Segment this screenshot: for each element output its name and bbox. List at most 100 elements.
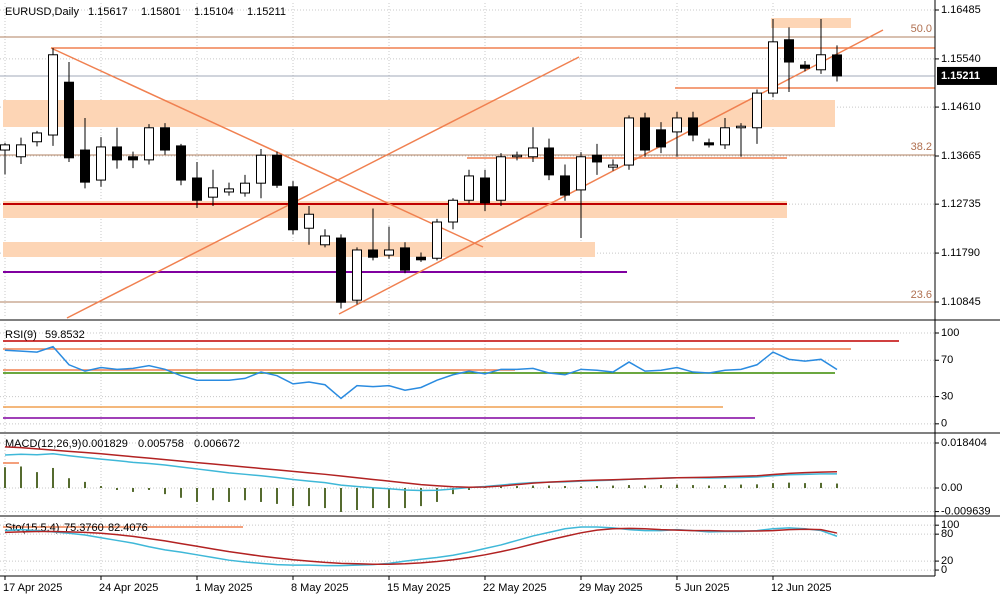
histogram-bar — [276, 488, 278, 504]
trend-line — [50, 47, 484, 248]
candle-body — [784, 39, 794, 63]
candle-body — [640, 117, 650, 151]
open-value: 1.15617 — [88, 6, 128, 18]
histogram-bar — [468, 488, 470, 490]
indicator-title: MACD(12,26,9) — [5, 438, 81, 450]
histogram-bar — [676, 484, 678, 489]
histogram-bar — [612, 485, 614, 489]
indicator-value: 59.8532 — [45, 329, 85, 341]
histogram-bar — [132, 488, 134, 492]
histogram-bar — [20, 466, 22, 489]
y-tick-label: 20 — [941, 555, 953, 567]
low-value: 1.15104 — [194, 6, 234, 18]
y-tick-label: -0.009639 — [941, 505, 991, 517]
y-tick-label: 0 — [941, 418, 947, 430]
histogram-bar — [356, 488, 358, 511]
histogram-bar — [628, 485, 630, 489]
candle-body — [752, 92, 762, 129]
candle-body — [768, 41, 778, 94]
candle-body — [32, 132, 42, 143]
y-tick-label: 1.10845 — [941, 296, 981, 308]
fib-label: 50.0 — [911, 23, 932, 35]
candle-body — [448, 199, 458, 223]
histogram-bar — [372, 488, 374, 509]
candle-body — [672, 117, 682, 133]
candle-body — [256, 154, 266, 184]
histogram-bar — [36, 472, 38, 489]
candle-body — [624, 117, 634, 166]
histogram-bar — [532, 485, 534, 489]
histogram-bar — [740, 484, 742, 489]
fib-label: 38.2 — [911, 141, 932, 153]
indicator-line — [4, 527, 838, 565]
fib-label: 23.6 — [911, 289, 932, 301]
histogram-bar — [788, 482, 790, 489]
histogram-bar — [580, 486, 582, 489]
histogram-bar — [260, 488, 262, 502]
histogram-bar — [564, 486, 566, 489]
y-tick-label: 70 — [941, 354, 953, 366]
histogram-bar — [644, 485, 646, 489]
histogram-bar — [84, 481, 86, 489]
candle-body — [144, 127, 154, 161]
y-tick-label: 1.14610 — [941, 101, 981, 113]
candle-body — [544, 147, 554, 176]
histogram-bar — [404, 488, 406, 509]
indicator-title: RSI(9) — [5, 329, 37, 341]
histogram-bar — [548, 485, 550, 489]
candle-body — [48, 54, 58, 136]
candle-body — [656, 129, 666, 148]
histogram-bar — [500, 486, 502, 489]
y-tick-label: 0 — [941, 564, 947, 576]
chart-title: EURUSD,Daily — [5, 6, 79, 18]
candle-body — [816, 54, 826, 71]
y-tick-label: 1.16485 — [941, 4, 981, 16]
histogram-bar — [420, 488, 422, 507]
zone — [3, 242, 595, 257]
histogram-bar — [68, 478, 70, 489]
histogram-bar — [324, 488, 326, 509]
histogram-bar — [100, 486, 102, 489]
candle-body — [176, 145, 186, 181]
candle-body — [528, 147, 538, 158]
candle-body — [832, 54, 842, 77]
y-tick-label: 1.13665 — [941, 150, 981, 162]
x-tick-label: 8 May 2025 — [291, 582, 348, 594]
y-tick-label: 0.00 — [941, 482, 962, 494]
candle-body — [416, 256, 426, 261]
y-tick-label: 100 — [941, 327, 959, 339]
x-tick-label: 29 May 2025 — [579, 582, 643, 594]
histogram-bar — [52, 467, 54, 489]
candle-body — [128, 156, 138, 161]
histogram-bar — [836, 483, 838, 489]
y-tick-label: 1.15540 — [941, 53, 981, 65]
histogram-bar — [340, 488, 342, 512]
histogram-bar — [116, 488, 118, 490]
x-tick-label: 15 May 2025 — [387, 582, 451, 594]
candle-body — [304, 213, 314, 229]
y-tick-label: 0.018404 — [941, 437, 987, 449]
candle-body — [400, 247, 410, 271]
histogram-bar — [308, 488, 310, 507]
y-tick-label: 80 — [941, 528, 953, 540]
candle-body — [112, 146, 122, 161]
histogram-bar — [196, 488, 198, 502]
histogram-bar — [180, 488, 182, 498]
histogram-bar — [820, 482, 822, 489]
candle-body — [16, 144, 26, 158]
candle-body — [240, 182, 250, 194]
indicator-value: 0.001829 — [82, 438, 128, 450]
candle-body — [272, 154, 282, 186]
candle-body — [704, 142, 714, 146]
candle-body — [368, 249, 378, 258]
histogram-bar — [244, 488, 246, 501]
x-tick-label: 22 May 2025 — [483, 582, 547, 594]
high-value: 1.15801 — [141, 6, 181, 18]
x-tick-label: 12 Jun 2025 — [771, 582, 832, 594]
candle-body — [352, 249, 362, 301]
candle-body — [800, 64, 810, 69]
candle-body — [320, 235, 330, 246]
candle-body — [192, 177, 202, 201]
candle-body — [720, 127, 730, 146]
